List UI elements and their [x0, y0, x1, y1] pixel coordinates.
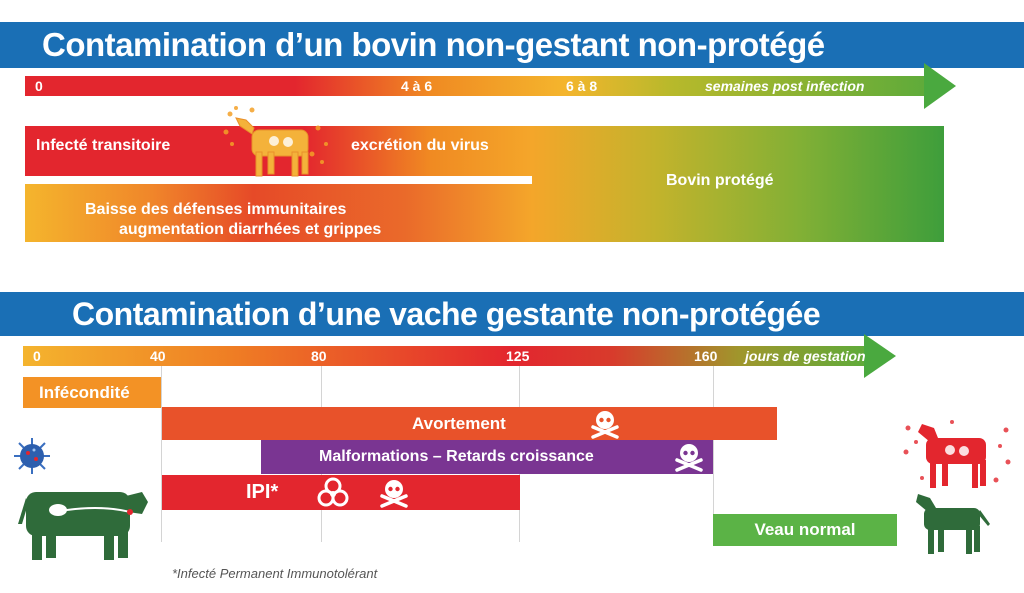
timeline-weeks-unit: semaines post infection: [705, 78, 865, 94]
bovin-protege-block: Bovin protégé: [532, 126, 944, 242]
veau-normal-block: Veau normal: [713, 514, 897, 546]
skull-crossbones-icon: [675, 444, 703, 472]
timeline-weeks-tick: 0: [35, 78, 43, 94]
ipi-block: IPI*: [162, 475, 520, 510]
timeline-gestation-tick: 40: [150, 348, 166, 364]
virus-icon: [14, 438, 50, 474]
timeline-gestation-tick: 160: [694, 348, 718, 364]
timeline-weeks-bar: [25, 76, 925, 96]
divider: [25, 176, 532, 184]
section1-title: Contamination d’un bovin non-gestant non…: [0, 22, 1024, 68]
avortement-label: Avortement: [412, 414, 506, 433]
malformations-block: Malformations – Retards croissance: [261, 440, 713, 474]
timeline-gestation-tick: 80: [311, 348, 327, 364]
gridline: [713, 366, 714, 542]
skull-crossbones-icon: [380, 480, 408, 508]
infecte-transitoire-label: Infecté transitoire: [36, 137, 171, 154]
baisse-defenses-line1: Baisse des défenses immunitaires: [85, 201, 347, 218]
timeline-gestation-tick: 0: [33, 348, 41, 364]
timeline-gestation-bar: [23, 346, 865, 366]
footnote: *Infecté Permanent Immunotolérant: [172, 566, 378, 581]
timeline-weeks-tick: 6 à 8: [566, 78, 598, 94]
timeline-gestation-unit: jours de gestation: [745, 348, 866, 364]
section2-title: Contamination d’une vache gestante non-p…: [0, 292, 1024, 336]
timeline-weeks-arrowhead: [924, 63, 956, 109]
infected-cow-icon: [223, 106, 328, 177]
excretion-label: excrétion du virus: [351, 137, 489, 154]
cow-icon: [18, 492, 148, 560]
bovin-protege-label: Bovin protégé: [666, 172, 774, 189]
calf-icon: [916, 494, 990, 554]
baisse-defenses-block: Baisse des défenses immunitaires augment…: [25, 184, 532, 242]
baisse-defenses-line2: augmentation diarrhées et grippes: [119, 221, 382, 238]
biohazard-icon: [317, 477, 349, 507]
timeline-gestation-arrowhead: [864, 334, 896, 378]
infecondite-block: Infécondité: [23, 377, 161, 408]
avortement-block: Avortement: [162, 407, 777, 440]
gridline: [161, 366, 162, 542]
ipi-label: IPI*: [246, 481, 279, 503]
timeline-weeks-tick: 4 à 6: [401, 78, 433, 94]
malformations-label: Malformations – Retards croissance: [319, 448, 594, 465]
infected-calf-icon: [903, 420, 1011, 488]
skull-crossbones-icon: [591, 411, 619, 439]
timeline-gestation-tick: 125: [506, 348, 530, 364]
